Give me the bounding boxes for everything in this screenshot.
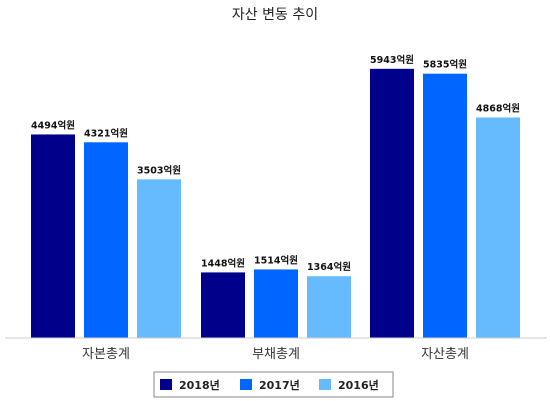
legend-swatch-1: [160, 379, 172, 390]
bar-3-3: [476, 117, 520, 338]
bar-1-2: [201, 272, 245, 338]
data-label-3-2: 1364억원: [307, 261, 351, 273]
legend-swatch-2: [240, 379, 252, 390]
bar-2-2: [254, 269, 298, 338]
data-labels-layer: 4494억원 4321억원 3503억원 1448억원 1514억원 1364억원 5943…: [31, 54, 520, 273]
category-label-3: 자산총계: [421, 347, 469, 362]
category-label-2: 부채총계: [252, 347, 300, 362]
chart-title: 자산 변동 추이: [232, 7, 318, 23]
bar-2-3: [423, 73, 467, 338]
legend-items: 2018년 2017년 2016년: [160, 378, 379, 392]
category-label-1: 자본총계: [82, 347, 130, 362]
data-label-2-3: 5835억원: [423, 59, 467, 71]
data-label-1-3: 5943억원: [370, 54, 414, 66]
bars-layer: [31, 68, 520, 338]
legend-label-2: 2017년: [259, 378, 300, 392]
legend: 2018년 2017년 2016년: [153, 371, 394, 398]
data-label-3-3: 4868억원: [476, 103, 520, 115]
legend-frame: [153, 371, 394, 398]
data-label-3-1: 3503억원: [137, 164, 181, 176]
bar-1-1: [31, 134, 75, 338]
bar-1-3: [370, 68, 414, 338]
legend-swatch-3: [319, 379, 331, 390]
bar-3-2: [307, 276, 351, 338]
category-labels-layer: 자본총계 부채총계 자산총계: [82, 347, 469, 362]
bar-2-1: [84, 142, 128, 338]
data-label-2-1: 4321억원: [84, 127, 128, 139]
data-label-1-2: 1448억원: [201, 257, 245, 269]
bar-3-1: [137, 179, 181, 338]
data-label-2-2: 1514억원: [254, 254, 298, 266]
data-label-1-1: 4494억원: [31, 119, 75, 131]
legend-label-3: 2016년: [338, 378, 379, 392]
legend-label-1: 2018년: [179, 378, 220, 392]
